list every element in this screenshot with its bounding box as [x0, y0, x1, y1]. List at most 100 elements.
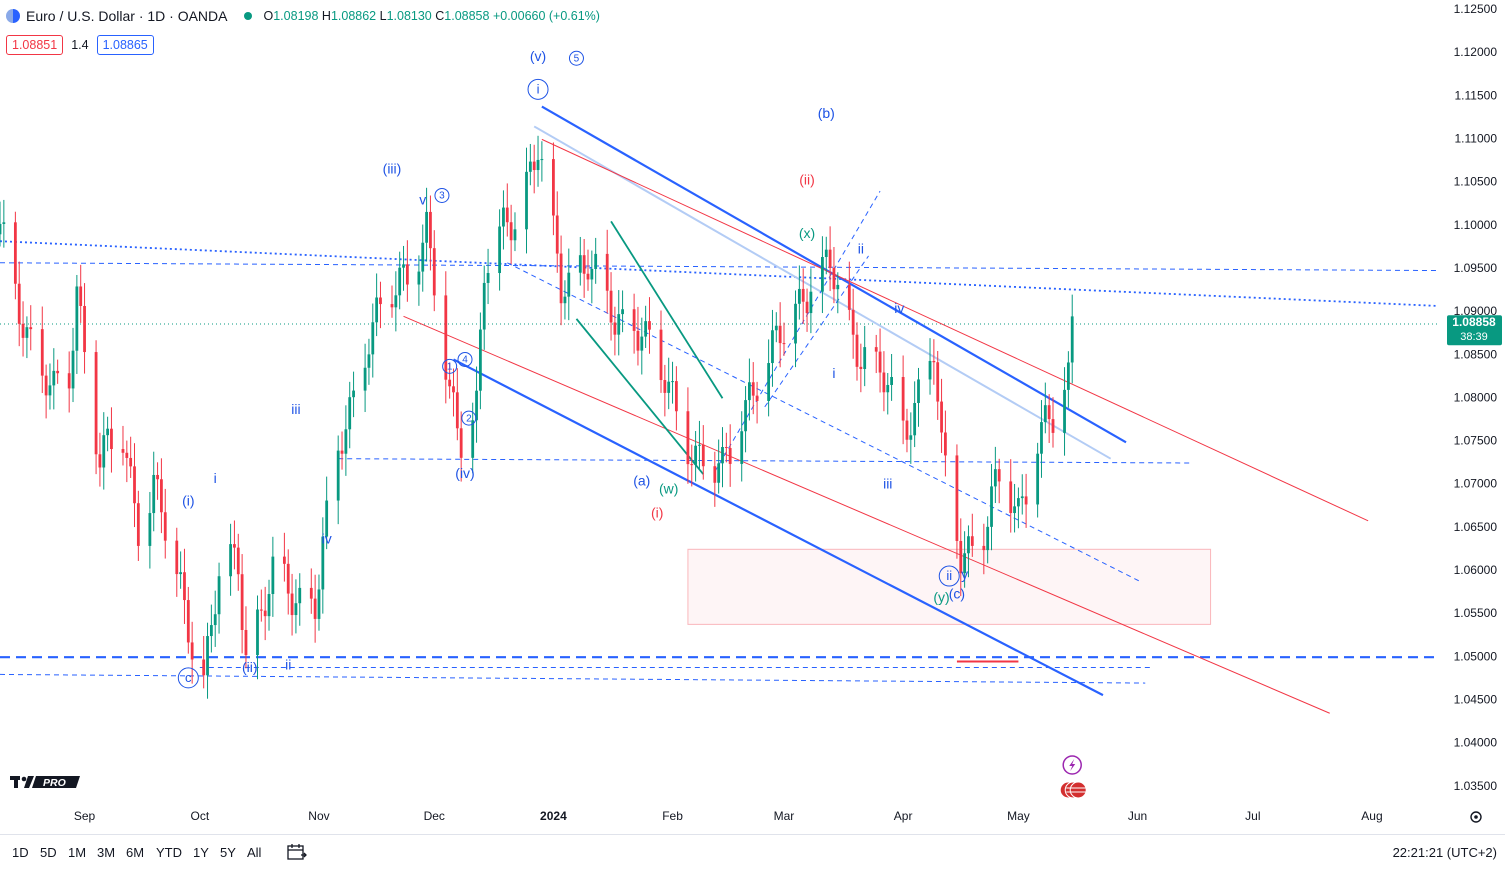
- candle[interactable]: [17, 261, 21, 347]
- candle-body[interactable]: [256, 609, 259, 656]
- candle[interactable]: [582, 238, 586, 298]
- candle[interactable]: [1043, 382, 1047, 434]
- candle[interactable]: [421, 224, 425, 292]
- upper-red-trendline[interactable]: [541, 138, 1369, 522]
- candle[interactable]: [986, 516, 990, 564]
- candle-body[interactable]: [13, 222, 17, 284]
- candle[interactable]: [536, 135, 540, 187]
- candle-body[interactable]: [963, 553, 967, 574]
- candle-body[interactable]: [536, 159, 540, 171]
- candle[interactable]: [317, 574, 321, 631]
- candle-body[interactable]: [701, 444, 705, 467]
- candle[interactable]: [540, 141, 544, 182]
- candle[interactable]: [713, 451, 717, 507]
- candle[interactable]: [532, 144, 536, 194]
- candle-body[interactable]: [429, 211, 432, 249]
- candle-body[interactable]: [605, 253, 609, 291]
- candle[interactable]: [1066, 351, 1070, 408]
- candle[interactable]: [13, 211, 17, 300]
- candle-body[interactable]: [578, 255, 582, 273]
- candle[interactable]: [202, 635, 206, 689]
- horizontal-level-1-0475[interactable]: [0, 673, 1146, 684]
- candle[interactable]: [771, 309, 774, 387]
- candle[interactable]: [102, 412, 106, 490]
- candle[interactable]: [179, 551, 183, 589]
- candle-body[interactable]: [590, 268, 594, 280]
- candle-body[interactable]: [213, 614, 217, 626]
- candle-body[interactable]: [371, 322, 375, 355]
- candle[interactable]: [1070, 294, 1074, 384]
- candle-body[interactable]: [659, 329, 663, 381]
- candle[interactable]: [313, 574, 317, 643]
- candle[interactable]: [751, 362, 755, 415]
- candle-body[interactable]: [594, 253, 598, 269]
- candle[interactable]: [970, 513, 974, 557]
- candle-body[interactable]: [509, 222, 513, 241]
- candle-body[interactable]: [771, 330, 774, 364]
- candle[interactable]: [567, 248, 571, 321]
- candle-body[interactable]: [286, 563, 290, 594]
- candle[interactable]: [432, 230, 436, 312]
- candle-body[interactable]: [740, 431, 744, 464]
- candle[interactable]: [632, 293, 636, 354]
- candle-body[interactable]: [694, 445, 697, 465]
- candle-body[interactable]: [674, 381, 678, 412]
- candle-body[interactable]: [821, 257, 824, 292]
- candle[interactable]: [448, 363, 452, 399]
- candle-body[interactable]: [721, 447, 724, 464]
- candle-body[interactable]: [1009, 481, 1013, 514]
- candle[interactable]: [79, 264, 83, 323]
- candle[interactable]: [959, 518, 963, 597]
- timeframe-ytd-button[interactable]: YTD: [156, 845, 182, 860]
- candle[interactable]: [559, 235, 563, 326]
- candle[interactable]: [805, 288, 809, 332]
- candle[interactable]: [256, 595, 259, 680]
- candle-body[interactable]: [878, 351, 882, 373]
- timeframe-1m-button[interactable]: 1M: [68, 845, 87, 860]
- candle[interactable]: [886, 373, 890, 415]
- candle[interactable]: [667, 357, 671, 410]
- candle-body[interactable]: [417, 271, 421, 285]
- candle-body[interactable]: [71, 350, 75, 389]
- candle-body[interactable]: [233, 544, 236, 548]
- candle-body[interactable]: [0, 223, 2, 235]
- candle[interactable]: [955, 444, 959, 559]
- candle[interactable]: [325, 476, 329, 550]
- candle[interactable]: [56, 359, 60, 384]
- candle[interactable]: [917, 367, 920, 427]
- candle-body[interactable]: [348, 397, 352, 430]
- candle[interactable]: [309, 568, 313, 614]
- candle[interactable]: [321, 517, 325, 614]
- candle-body[interactable]: [340, 450, 344, 454]
- candle[interactable]: [344, 405, 348, 476]
- candle[interactable]: [0, 201, 2, 247]
- candle-body[interactable]: [874, 347, 878, 352]
- candle[interactable]: [836, 272, 840, 314]
- candle[interactable]: [505, 183, 509, 237]
- candle-body[interactable]: [782, 343, 786, 345]
- candle-body[interactable]: [555, 215, 559, 254]
- candle-body[interactable]: [217, 576, 221, 615]
- candle-body[interactable]: [847, 284, 851, 310]
- candle-body[interactable]: [206, 636, 209, 676]
- timeframe-1d-button[interactable]: 1D: [12, 845, 29, 860]
- candle[interactable]: [525, 147, 528, 254]
- candle[interactable]: [486, 248, 490, 305]
- candle-body[interactable]: [56, 370, 60, 374]
- candle-body[interactable]: [40, 329, 44, 376]
- candle[interactable]: [932, 339, 936, 385]
- candle-body[interactable]: [1070, 316, 1074, 363]
- candle[interactable]: [425, 187, 428, 262]
- candle-body[interactable]: [21, 323, 25, 338]
- candle-body[interactable]: [797, 288, 801, 304]
- candle-body[interactable]: [552, 159, 555, 216]
- candle[interactable]: [963, 531, 967, 588]
- candle-body[interactable]: [801, 288, 805, 302]
- candle[interactable]: [686, 387, 690, 484]
- candle[interactable]: [809, 268, 813, 334]
- candle[interactable]: [444, 271, 448, 404]
- candle-body[interactable]: [805, 301, 809, 314]
- candle-body[interactable]: [901, 377, 905, 421]
- candle[interactable]: [1036, 442, 1040, 518]
